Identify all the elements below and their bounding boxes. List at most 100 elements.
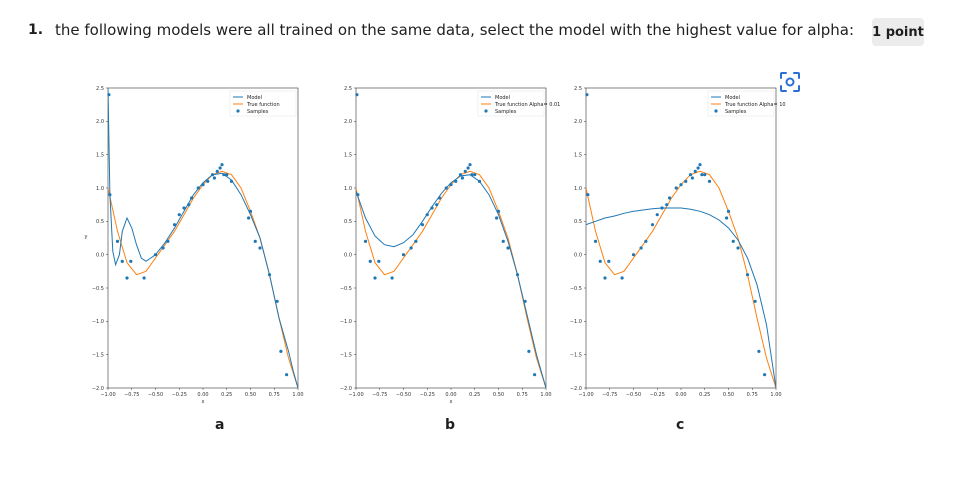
sample-point bbox=[639, 246, 643, 250]
y-tick-label: 2.5 bbox=[96, 86, 104, 92]
x-tick-label: 0.75 bbox=[517, 392, 528, 398]
legend-swatch bbox=[484, 109, 488, 113]
option-label-b[interactable]: b bbox=[445, 417, 456, 433]
y-tick-label: 0.0 bbox=[574, 252, 582, 258]
y-tick-label: −1.5 bbox=[570, 352, 582, 358]
y-tick-label: −1.5 bbox=[340, 352, 352, 358]
sample-point bbox=[458, 173, 463, 177]
sample-point bbox=[368, 259, 372, 263]
x-tick-label: 0.25 bbox=[469, 392, 480, 398]
x-tick-label: 0.25 bbox=[221, 392, 232, 398]
sample-point bbox=[153, 253, 158, 257]
model-line bbox=[586, 207, 776, 388]
legend-label: Samples bbox=[725, 109, 747, 115]
legend-label: Samples bbox=[495, 109, 517, 115]
sample-point bbox=[279, 349, 283, 353]
sample-point bbox=[285, 373, 289, 377]
sample-point bbox=[438, 196, 442, 200]
sample-point bbox=[468, 163, 472, 167]
sample-point bbox=[187, 203, 191, 207]
x-axis-label: x bbox=[202, 399, 205, 405]
sample-point bbox=[449, 183, 453, 187]
sample-point bbox=[222, 173, 226, 177]
y-tick-label: 1.0 bbox=[574, 186, 582, 192]
sample-point bbox=[425, 213, 429, 217]
sample-point bbox=[585, 93, 589, 97]
legend-swatch bbox=[714, 109, 718, 113]
x-tick-label: 0.00 bbox=[675, 392, 686, 398]
chart-b: 2.5 2.0 1.5 1.0 0.5 0.0 −0.5 −1.0 −1.5 −2.0−1.00 −… bbox=[340, 86, 561, 405]
plot-frame bbox=[355, 87, 547, 389]
sample-point bbox=[473, 173, 477, 177]
sample-point bbox=[593, 239, 598, 243]
sample-point bbox=[496, 209, 501, 213]
scan-icon[interactable] bbox=[778, 70, 802, 94]
y-tick-label: 0.5 bbox=[344, 219, 352, 225]
option-label-a[interactable]: a bbox=[215, 417, 225, 433]
sample-point bbox=[355, 93, 359, 97]
sample-point bbox=[523, 299, 527, 303]
x-tick-label: 0.25 bbox=[699, 392, 710, 398]
x-tick-label: −0.25 bbox=[172, 392, 187, 398]
sample-point bbox=[120, 259, 124, 263]
sample-point bbox=[363, 239, 368, 243]
y-tick-label: −0.5 bbox=[340, 286, 352, 292]
legend-label: True function Alpha= 0.01 bbox=[494, 102, 560, 108]
model-line bbox=[356, 174, 546, 388]
chart-a: 2.5 2.0 1.5 1.0 0.5 0.0 −0.5 −1.0 −1.5 −2.0−1.00 −… bbox=[85, 86, 304, 405]
legend-label: Samples bbox=[247, 109, 269, 115]
sample-point bbox=[166, 239, 170, 243]
chart-panel-a: 2.5 2.0 1.5 1.0 0.5 0.0 −0.5 −1.0 −1.5 −2.0 −1.00 −… bbox=[82, 80, 312, 410]
sample-point bbox=[533, 373, 537, 377]
x-tick-label: −1.00 bbox=[578, 392, 593, 398]
y-axis-label: y bbox=[85, 234, 88, 240]
sample-point bbox=[698, 163, 702, 167]
sample-point bbox=[430, 206, 434, 210]
legend-label: Model bbox=[247, 95, 262, 101]
legend-swatch bbox=[236, 109, 240, 113]
sample-point bbox=[598, 259, 602, 263]
x-tick-label: 0.50 bbox=[493, 392, 504, 398]
y-tick-label: 2.0 bbox=[574, 119, 582, 125]
sample-point bbox=[247, 216, 251, 220]
sample-point bbox=[703, 173, 707, 177]
y-tick-label: −2.0 bbox=[570, 386, 582, 392]
sample-point bbox=[108, 193, 112, 197]
y-tick-label: 1.0 bbox=[96, 186, 104, 192]
x-tick-label: 0.00 bbox=[197, 392, 208, 398]
sample-point bbox=[414, 239, 418, 243]
sample-point bbox=[409, 246, 413, 250]
sample-point bbox=[454, 179, 458, 183]
y-tick-label: 0.5 bbox=[96, 219, 104, 225]
y-tick-label: 2.5 bbox=[344, 86, 352, 92]
sample-point bbox=[665, 203, 669, 207]
x-tick-label: −0.50 bbox=[148, 392, 163, 398]
sample-point bbox=[696, 166, 700, 170]
sample-point bbox=[495, 216, 499, 220]
sample-point bbox=[731, 239, 735, 243]
sample-point bbox=[225, 173, 229, 177]
sample-point bbox=[401, 253, 406, 257]
sample-point bbox=[435, 203, 439, 207]
sample-point bbox=[501, 239, 505, 243]
y-tick-label: 1.0 bbox=[344, 186, 352, 192]
x-tick-label: 1.00 bbox=[770, 392, 781, 398]
x-tick-label: −1.00 bbox=[348, 392, 363, 398]
sample-point bbox=[674, 186, 678, 190]
sample-point bbox=[603, 276, 607, 280]
x-tick-label: −0.50 bbox=[626, 392, 641, 398]
question-text: the following models were all trained on… bbox=[55, 21, 855, 39]
sample-point bbox=[377, 259, 381, 263]
sample-point bbox=[107, 93, 111, 97]
x-tick-label: −1.00 bbox=[100, 392, 115, 398]
sample-point bbox=[201, 183, 205, 187]
x-tick-label: −0.75 bbox=[602, 392, 617, 398]
y-tick-label: 2.0 bbox=[344, 119, 352, 125]
sample-point bbox=[196, 186, 200, 190]
sample-point bbox=[129, 259, 133, 263]
sample-point bbox=[182, 206, 186, 210]
sample-point bbox=[161, 246, 165, 250]
sample-point bbox=[444, 186, 448, 190]
y-tick-label: 0.0 bbox=[344, 252, 352, 258]
option-label-c[interactable]: c bbox=[676, 417, 685, 433]
